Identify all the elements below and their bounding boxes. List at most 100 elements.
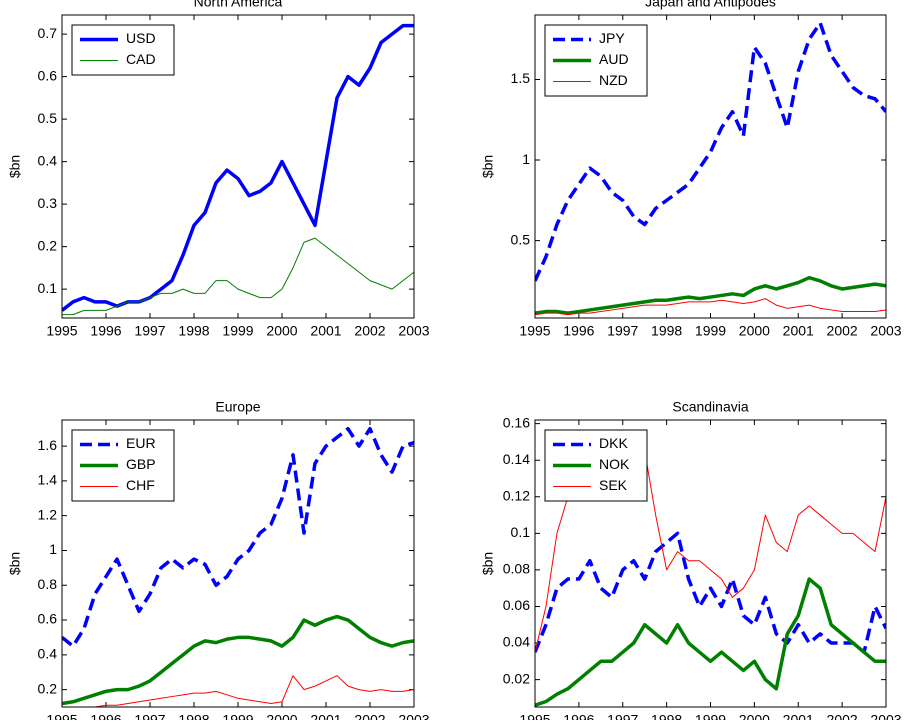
- legend-label: CHF: [126, 477, 155, 493]
- legend: DKK NOK SEK: [544, 429, 648, 502]
- x-tick-label: 2003: [870, 323, 901, 339]
- y-tick-label: 0.6: [38, 611, 58, 627]
- x-tick-label: 2001: [310, 323, 341, 339]
- x-tick-label: 1998: [178, 323, 209, 339]
- y-tick-label: 0.4: [38, 646, 58, 662]
- x-tick-label: 2001: [783, 323, 814, 339]
- y-tick-label: 0.1: [511, 524, 531, 540]
- y-axis-label: $bn: [480, 552, 496, 575]
- legend-label: DKK: [599, 435, 628, 451]
- x-tick-label: 2002: [354, 323, 385, 339]
- x-tick-label: 2003: [398, 712, 429, 720]
- y-tick-label: 0.5: [511, 231, 531, 247]
- y-tick-label: 0.02: [503, 670, 530, 686]
- subplot: Japan and Antipodes $bn 0.5 1 1.5 1995 1996 199…: [480, 0, 902, 339]
- legend-label: SEK: [599, 477, 628, 493]
- x-tick-label: 1998: [651, 323, 682, 339]
- subplot: Europe $bn 0.2 0.4 0.6 0.8 1 1.2 1.4 1.6 1995 1996 1…: [7, 399, 430, 725]
- series-line: [91, 675, 414, 707]
- x-tick-label: 1998: [651, 712, 682, 720]
- legend-label: USD: [126, 30, 156, 46]
- legend-label: EUR: [126, 435, 156, 451]
- subplot-title: North America: [194, 0, 283, 10]
- axes-frame: [61, 14, 415, 319]
- y-tick-label: 0.06: [503, 597, 530, 613]
- x-tick-label: 2003: [398, 323, 429, 339]
- x-tick-label: 2003: [870, 712, 901, 720]
- legend-label: GBP: [126, 456, 156, 472]
- series-line: [62, 426, 414, 648]
- x-tick-label: 2001: [310, 712, 341, 720]
- x-tick-label: 1997: [134, 323, 165, 339]
- y-tick-label: 1.6: [38, 437, 58, 453]
- legend-label: CAD: [126, 51, 156, 67]
- legend: USD CAD: [71, 24, 175, 76]
- x-tick-label: 1999: [222, 323, 253, 339]
- x-tick-label: 1995: [46, 323, 77, 339]
- y-axis-label: $bn: [7, 552, 23, 575]
- x-tick-label: 2000: [739, 712, 770, 720]
- lines: [535, 21, 886, 316]
- y-axis-label: $bn: [480, 155, 496, 178]
- subplot-title: Scandinavia: [672, 399, 748, 415]
- x-tick-label: 2000: [266, 323, 297, 339]
- x-tick-label: 1997: [134, 712, 165, 720]
- series-line: [535, 21, 886, 282]
- axes-frame: [61, 419, 415, 708]
- legend: JPY AUD NZD: [544, 24, 648, 97]
- series-line: [535, 531, 886, 654]
- subplot: North America $bn 0.1 0.2 0.3 0.4 0.5 0.6 0.7 199…: [7, 0, 430, 339]
- y-tick-label: 0.2: [38, 680, 58, 696]
- y-tick-label: 0.16: [503, 414, 530, 430]
- legend-box: [544, 429, 648, 502]
- x-tick-label: 1998: [178, 712, 209, 720]
- subplot-title: Europe: [215, 399, 260, 415]
- x-tick-label: 1996: [90, 712, 121, 720]
- x-tick-label: 1999: [222, 712, 253, 720]
- series-line: [535, 298, 886, 316]
- x-tick-label: 1996: [563, 712, 594, 720]
- y-tick-label: 0.3: [38, 195, 58, 211]
- y-tick-label: 0.5: [38, 110, 58, 126]
- x-tick-label: 1996: [90, 323, 121, 339]
- x-tick-label: 1997: [607, 712, 638, 720]
- y-tick-label: 0.08: [503, 561, 530, 577]
- y-tick-label: 0.12: [503, 487, 530, 503]
- y-tick-label: 0.6: [38, 67, 58, 83]
- y-tick-label: 1: [522, 151, 530, 167]
- x-tick-label: 1995: [46, 712, 77, 720]
- x-tick-label: 1995: [519, 323, 550, 339]
- y-tick-label: 0.1: [38, 280, 58, 296]
- y-tick-label: 0.2: [38, 237, 58, 253]
- x-tick-label: 1999: [695, 712, 726, 720]
- axes-frame: [534, 14, 887, 319]
- x-tick-label: 2000: [266, 712, 297, 720]
- x-tick-label: 2001: [783, 712, 814, 720]
- y-tick-label: 0.7: [38, 25, 58, 41]
- x-tick-label: 2002: [827, 712, 858, 720]
- x-tick-label: 1999: [695, 323, 726, 339]
- legend-label: NZD: [599, 72, 628, 88]
- x-tick-label: 1996: [563, 323, 594, 339]
- legend-label: JPY: [599, 30, 625, 46]
- series-line: [535, 577, 886, 707]
- x-tick-label: 2000: [739, 323, 770, 339]
- legend-label: NOK: [599, 456, 630, 472]
- series-line: [62, 237, 414, 316]
- legend-label: AUD: [599, 51, 629, 67]
- x-tick-label: 2002: [827, 323, 858, 339]
- subplot-title: Japan and Antipodes: [645, 0, 776, 10]
- y-tick-label: 0.4: [38, 152, 58, 168]
- y-tick-label: 1.2: [38, 506, 58, 522]
- x-tick-label: 1995: [519, 712, 550, 720]
- lines: [62, 23, 414, 316]
- series-line: [535, 275, 886, 315]
- y-tick-label: 1.4: [38, 472, 58, 488]
- legend: EUR GBP CHF: [71, 429, 175, 502]
- subplot: Scandinavia $bn 0.02 0.04 0.06 0.08 0.1 0.12 0.1…: [480, 399, 902, 725]
- y-tick-label: 1.5: [511, 70, 531, 86]
- legend-box: [71, 24, 175, 76]
- x-tick-label: 2002: [354, 712, 385, 720]
